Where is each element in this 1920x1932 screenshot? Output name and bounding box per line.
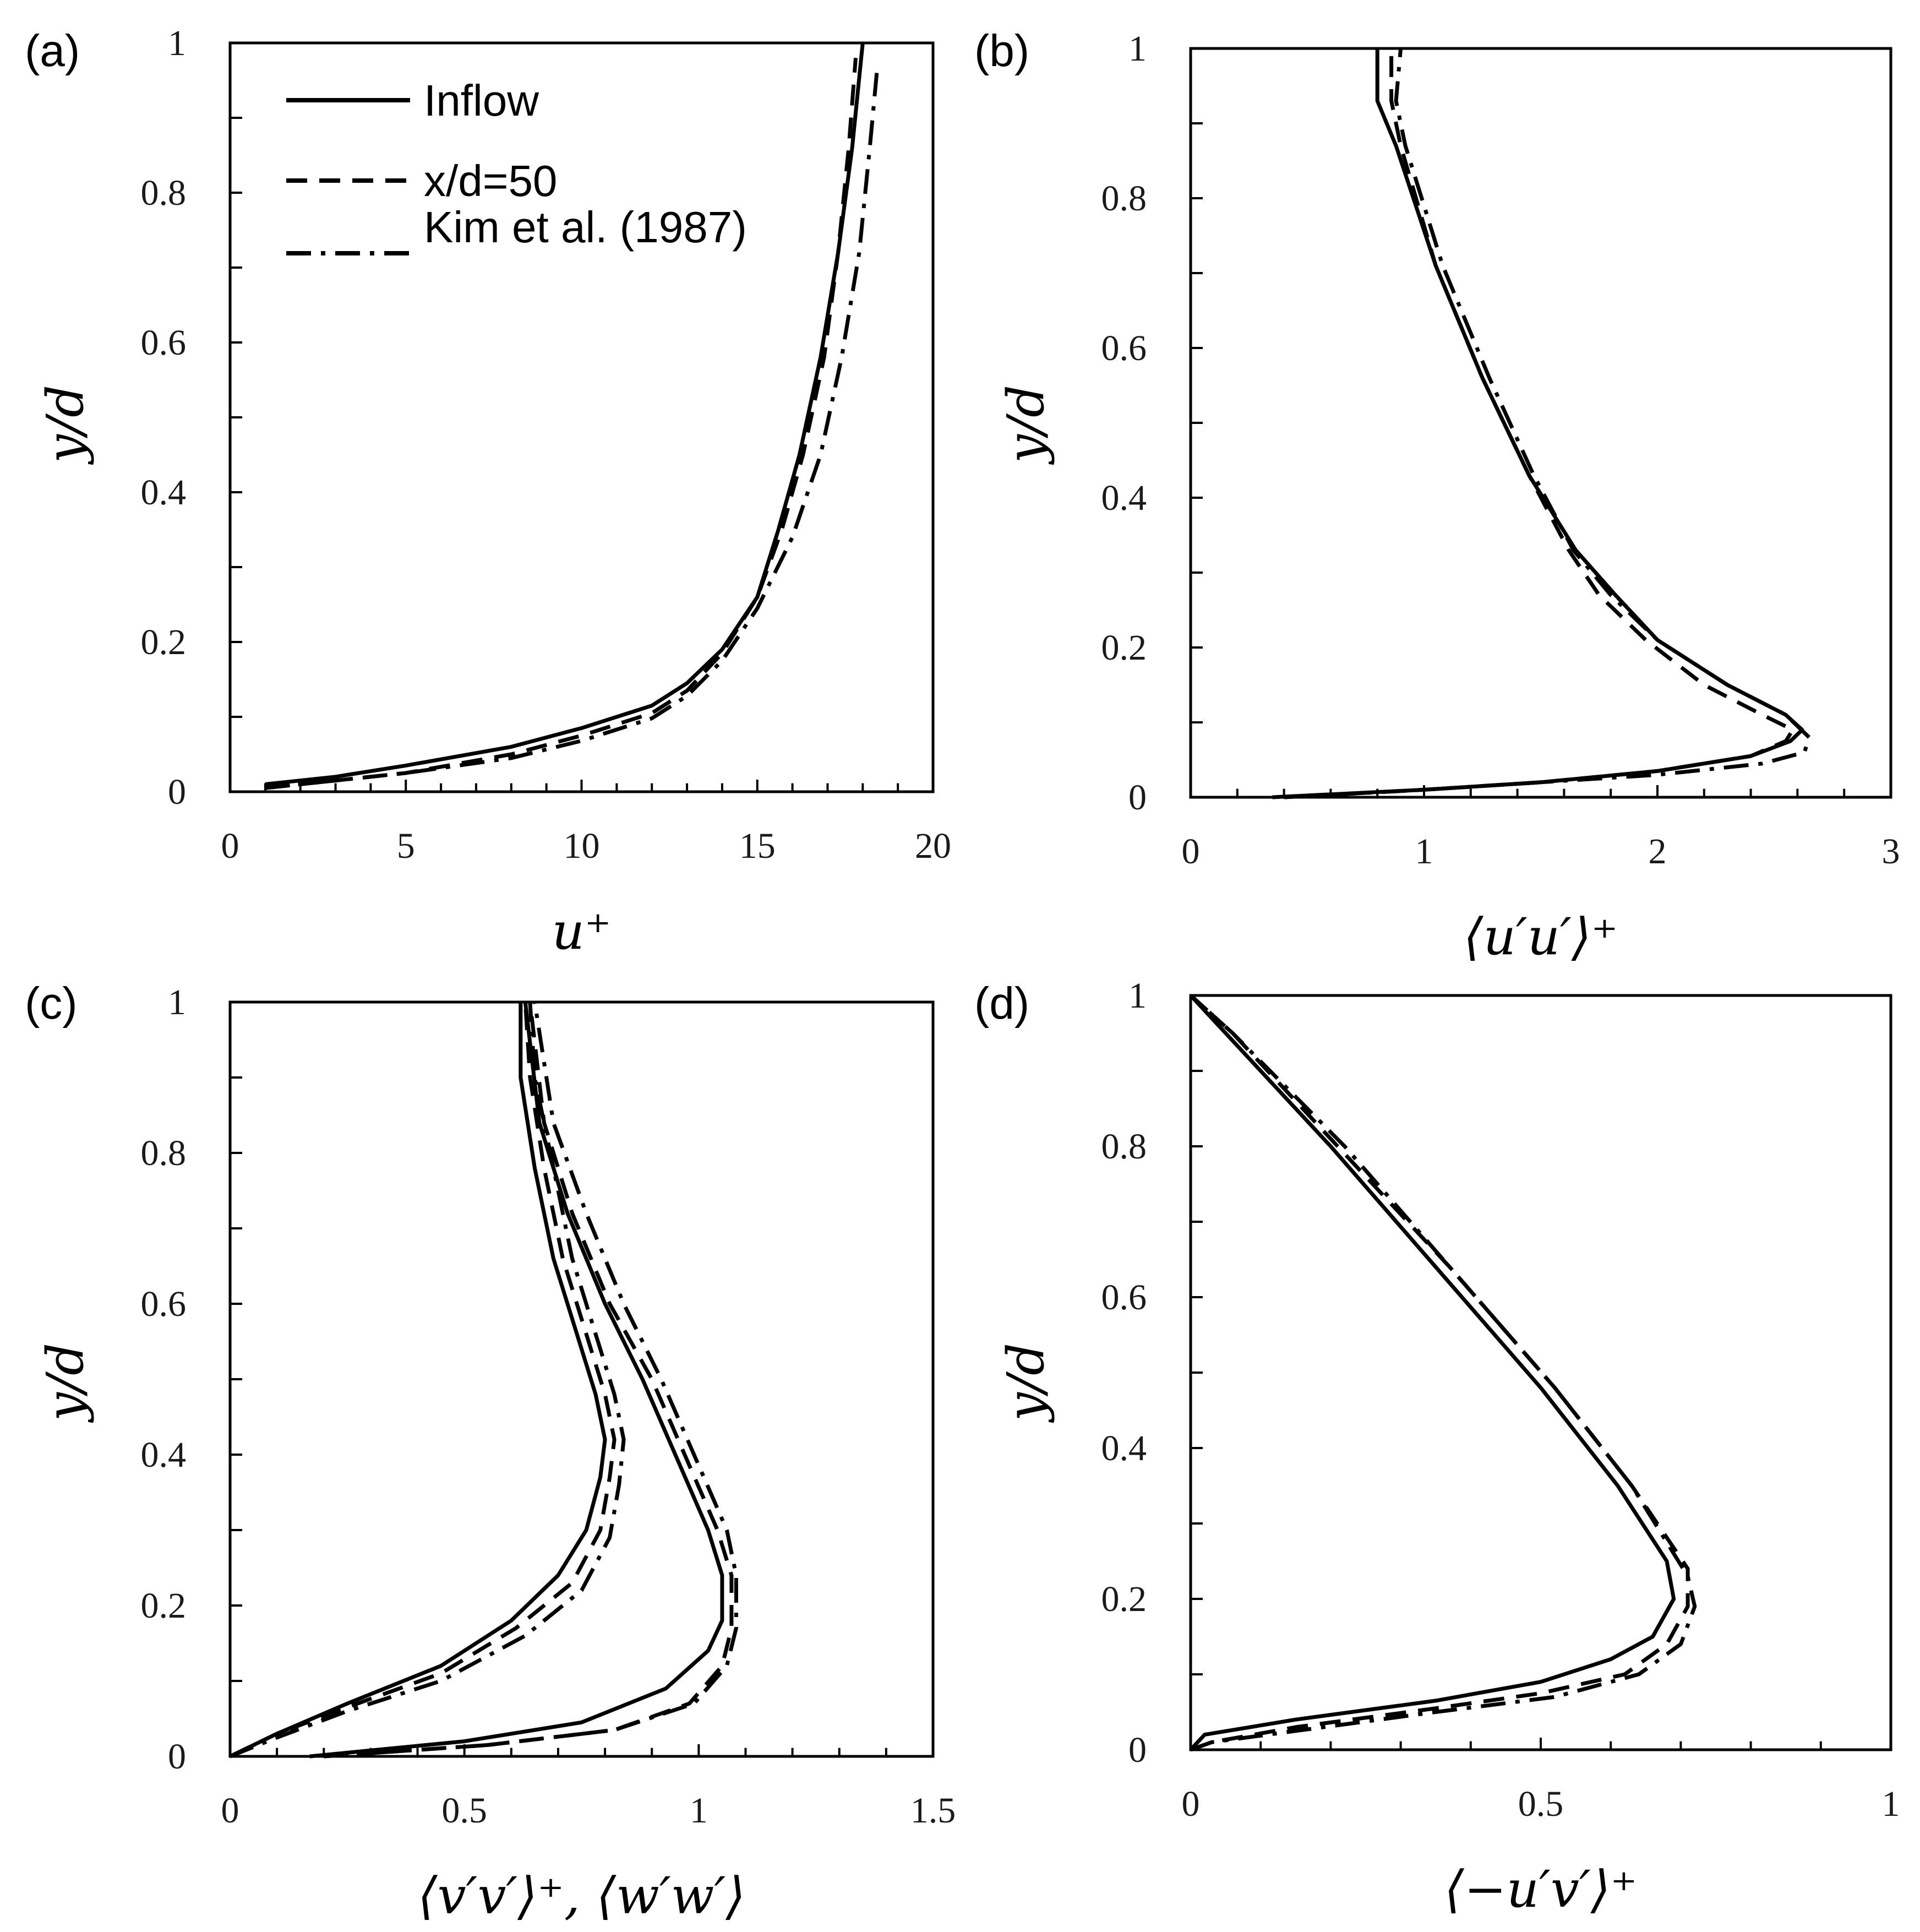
legend-entry-inflow: Inflow bbox=[286, 76, 539, 125]
y-tick-label: 0.6 bbox=[1101, 328, 1147, 368]
chart-panel-a: 0 5 10 15 20 0 0.2 0.4 0.6 0.8 1 u⁺ y/d (a) bbox=[25, 23, 951, 961]
legend-label-xd50: x/d=50 bbox=[424, 156, 557, 205]
x-tick-label: 5 bbox=[397, 826, 415, 866]
y-tick-label: 0 bbox=[1128, 777, 1147, 818]
panel-label: (c) bbox=[25, 978, 78, 1028]
chart-panel-c: 0 0.5 1 1.5 0 0.2 0.4 0.6 0.8 1 ⟨v′v′⟩⁺, ⟨w′w′⟩ y/d… bbox=[25, 978, 956, 1925]
y-tick-label: 0.2 bbox=[141, 1586, 187, 1626]
series-line-dashed bbox=[1189, 994, 1690, 1752]
y-tick-label: 0 bbox=[168, 772, 186, 812]
x-tick-label: 0 bbox=[1182, 831, 1200, 872]
y-tick-label: 0 bbox=[1128, 1730, 1147, 1770]
chart-panel-b: 0 1 2 3 0 0.2 0.4 0.6 0.8 1 ⟨u′u′⟩⁺ y/d (b) bbox=[974, 26, 1900, 966]
x-tick-label: 0 bbox=[221, 826, 239, 866]
legend-entry-kim: Kim et al. (1987) bbox=[286, 203, 747, 255]
y-axis-label: y/d bbox=[996, 385, 1055, 465]
series-line-dashed bbox=[229, 1002, 617, 1759]
x-tick-label: 2 bbox=[1649, 831, 1667, 872]
panel-label: (b) bbox=[974, 26, 1029, 76]
series-line-dashdot bbox=[1189, 994, 1697, 1752]
x-tick-label: 3 bbox=[1882, 831, 1900, 872]
y-tick-label: 0.4 bbox=[141, 472, 187, 513]
legend-label-kim: Kim et al. (1987) bbox=[424, 203, 747, 252]
chart-panel-d: 0 0.5 1 0 0.2 0.4 0.6 0.8 1 ⟨−u′v′⟩⁺ y/d (d) bbox=[974, 976, 1900, 1919]
y-tick-label: 0 bbox=[168, 1737, 186, 1777]
series-line-solid bbox=[229, 1002, 607, 1759]
legend: Inflow x/d=50 Kim et al. (1987) bbox=[286, 76, 747, 255]
y-tick-label: 0.8 bbox=[141, 173, 187, 213]
legend-label-inflow: Inflow bbox=[424, 76, 539, 125]
panel-label: (a) bbox=[25, 26, 80, 76]
y-tick-label: 0.4 bbox=[141, 1435, 187, 1475]
x-tick-label: 1 bbox=[690, 1790, 708, 1831]
y-tick-label: 0.4 bbox=[1101, 1428, 1147, 1468]
x-axis-label: ⟨u′u′⟩⁺ bbox=[1464, 907, 1618, 966]
series-line-solid bbox=[309, 1002, 724, 1759]
y-tick-label: 0.2 bbox=[141, 622, 187, 662]
x-tick-label: 0 bbox=[221, 1790, 239, 1831]
y-tick-label: 0.8 bbox=[1101, 178, 1147, 219]
x-tick-label: 20 bbox=[915, 826, 951, 866]
x-tick-label: 1 bbox=[1415, 831, 1433, 872]
y-tick-label: 0.6 bbox=[141, 323, 187, 363]
x-tick-label: 1.5 bbox=[910, 1790, 956, 1831]
x-axis-label: u⁺ bbox=[552, 902, 612, 961]
series-line-dashdot bbox=[265, 73, 879, 790]
y-axis-label: y/d bbox=[36, 1343, 95, 1423]
y-tick-label: 0.6 bbox=[141, 1284, 187, 1324]
y-tick-label: 1 bbox=[1128, 29, 1147, 69]
y-tick-label: 0.8 bbox=[1101, 1126, 1147, 1167]
x-tick-label: 0.5 bbox=[441, 1790, 487, 1831]
x-tick-label: 10 bbox=[564, 826, 600, 866]
y-tick-label: 0.6 bbox=[1101, 1277, 1147, 1318]
y-axis-label: y/d bbox=[36, 385, 95, 465]
x-tick-label: 0 bbox=[1182, 1784, 1200, 1824]
y-tick-label: 1 bbox=[168, 982, 186, 1022]
x-tick-label: 1 bbox=[1882, 1784, 1900, 1824]
y-tick-label: 1 bbox=[1128, 976, 1147, 1016]
y-tick-label: 1 bbox=[168, 23, 186, 63]
y-tick-label: 0.8 bbox=[141, 1133, 187, 1173]
y-tick-label: 0.2 bbox=[1101, 628, 1147, 668]
y-axis-label: y/d bbox=[996, 1343, 1055, 1423]
y-tick-label: 0.2 bbox=[1101, 1579, 1147, 1619]
y-tick-label: 0.4 bbox=[1101, 478, 1147, 518]
series-line-dashdot bbox=[1284, 48, 1812, 799]
x-tick-label: 0.5 bbox=[1518, 1784, 1564, 1824]
series-line-solid bbox=[1189, 994, 1676, 1751]
panel-label: (d) bbox=[974, 978, 1029, 1028]
series-line-dashdot bbox=[324, 1002, 738, 1759]
x-axis-label: ⟨v′v′⟩⁺, ⟨w′w′⟩ bbox=[418, 1866, 746, 1925]
x-axis-label: ⟨−u′v′⟩⁺ bbox=[1444, 1860, 1637, 1919]
series-line-dashed bbox=[265, 57, 858, 790]
series-line-solid bbox=[1272, 48, 1804, 799]
x-tick-label: 15 bbox=[739, 826, 776, 866]
legend-entry-xd50: x/d=50 bbox=[286, 156, 557, 205]
series-line-dashdot bbox=[229, 1002, 626, 1759]
